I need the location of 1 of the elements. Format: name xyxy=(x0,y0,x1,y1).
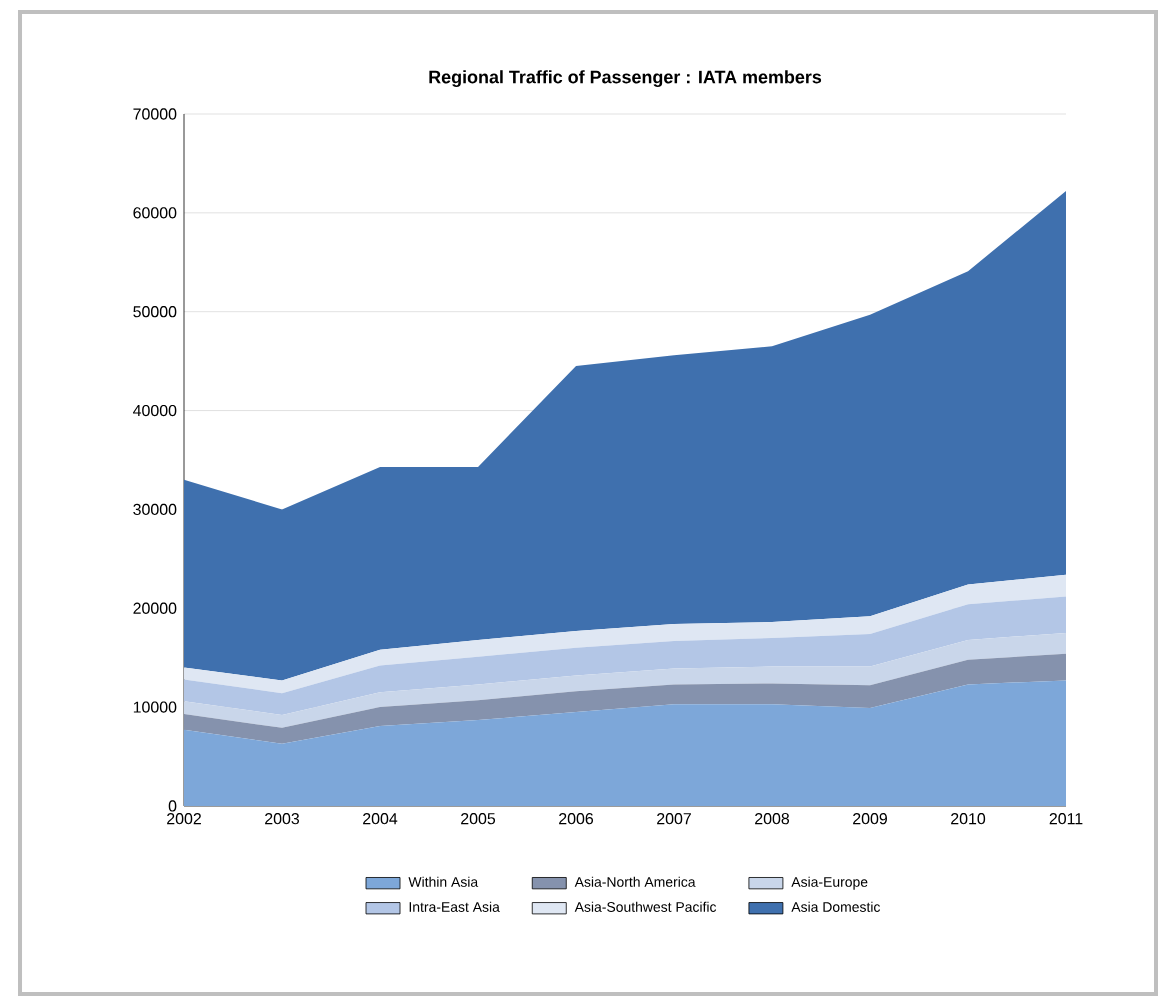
chart-title: Regional Traffic of Passenger : IATA members xyxy=(429,70,822,88)
